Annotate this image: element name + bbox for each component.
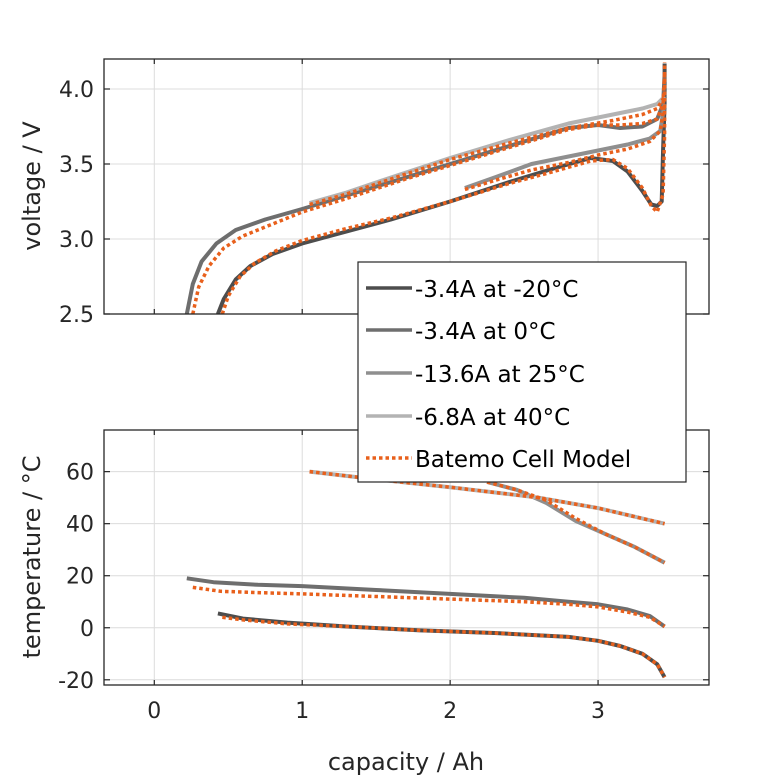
voltage-series — [184, 62, 667, 314]
x-tick-label: 1 — [295, 699, 309, 724]
model-series-line — [309, 95, 667, 207]
legend-entry: -6.8A at 40°C — [366, 405, 570, 431]
x-tick-label: 0 — [147, 699, 161, 724]
y-tick-label: 40 — [66, 513, 94, 538]
y-tick-label: 4.0 — [59, 78, 94, 103]
y-tick-label: 60 — [66, 461, 94, 486]
y-tick-label: 20 — [66, 565, 94, 590]
y-tick-label: 0 — [80, 617, 94, 642]
legend-label: -3.4A at -20°C — [415, 277, 578, 303]
model-series-line — [191, 73, 667, 314]
x-tick-label: 3 — [591, 699, 605, 724]
legend-entry: -13.6A at 25°C — [366, 362, 585, 388]
legend: -3.4A at -20°C -3.4A at 0°C -13.6A at 25… — [357, 261, 687, 483]
legend-entry: -3.4A at -20°C — [366, 277, 578, 303]
temperature-ticks: 0 1 2 3 -20 0 20 40 60 — [58, 430, 709, 724]
measured-series-line — [486, 480, 666, 565]
legend-entry: -3.4A at 0°C — [366, 319, 556, 345]
measured-series-line — [186, 576, 666, 629]
model-series-line — [309, 469, 665, 526]
legend-label: -13.6A at 25°C — [415, 362, 585, 388]
legend-label: -3.4A at 0°C — [415, 319, 556, 345]
voltage-ylabel: voltage / V — [18, 121, 46, 251]
legend-label: Batemo Cell Model — [415, 447, 631, 473]
y-tick-label: 3.5 — [59, 153, 94, 178]
model-series-line — [222, 615, 667, 679]
measured-series-line — [309, 95, 667, 205]
model-series-line — [192, 585, 666, 628]
legend-box — [357, 261, 687, 483]
model-series-line — [220, 62, 667, 314]
y-tick-label: 2.5 — [59, 303, 94, 328]
temperature-ylabel: temperature / °C — [18, 456, 46, 659]
legend-entry: Batemo Cell Model — [366, 447, 631, 473]
y-tick-label: -20 — [58, 669, 94, 694]
capacity-xlabel: capacity / Ah — [328, 748, 484, 776]
voltage-grid — [104, 59, 709, 315]
model-series-line — [464, 103, 667, 192]
x-tick-label: 2 — [443, 699, 457, 724]
y-tick-label: 3.0 — [59, 228, 94, 253]
legend-label: -6.8A at 40°C — [415, 405, 570, 431]
